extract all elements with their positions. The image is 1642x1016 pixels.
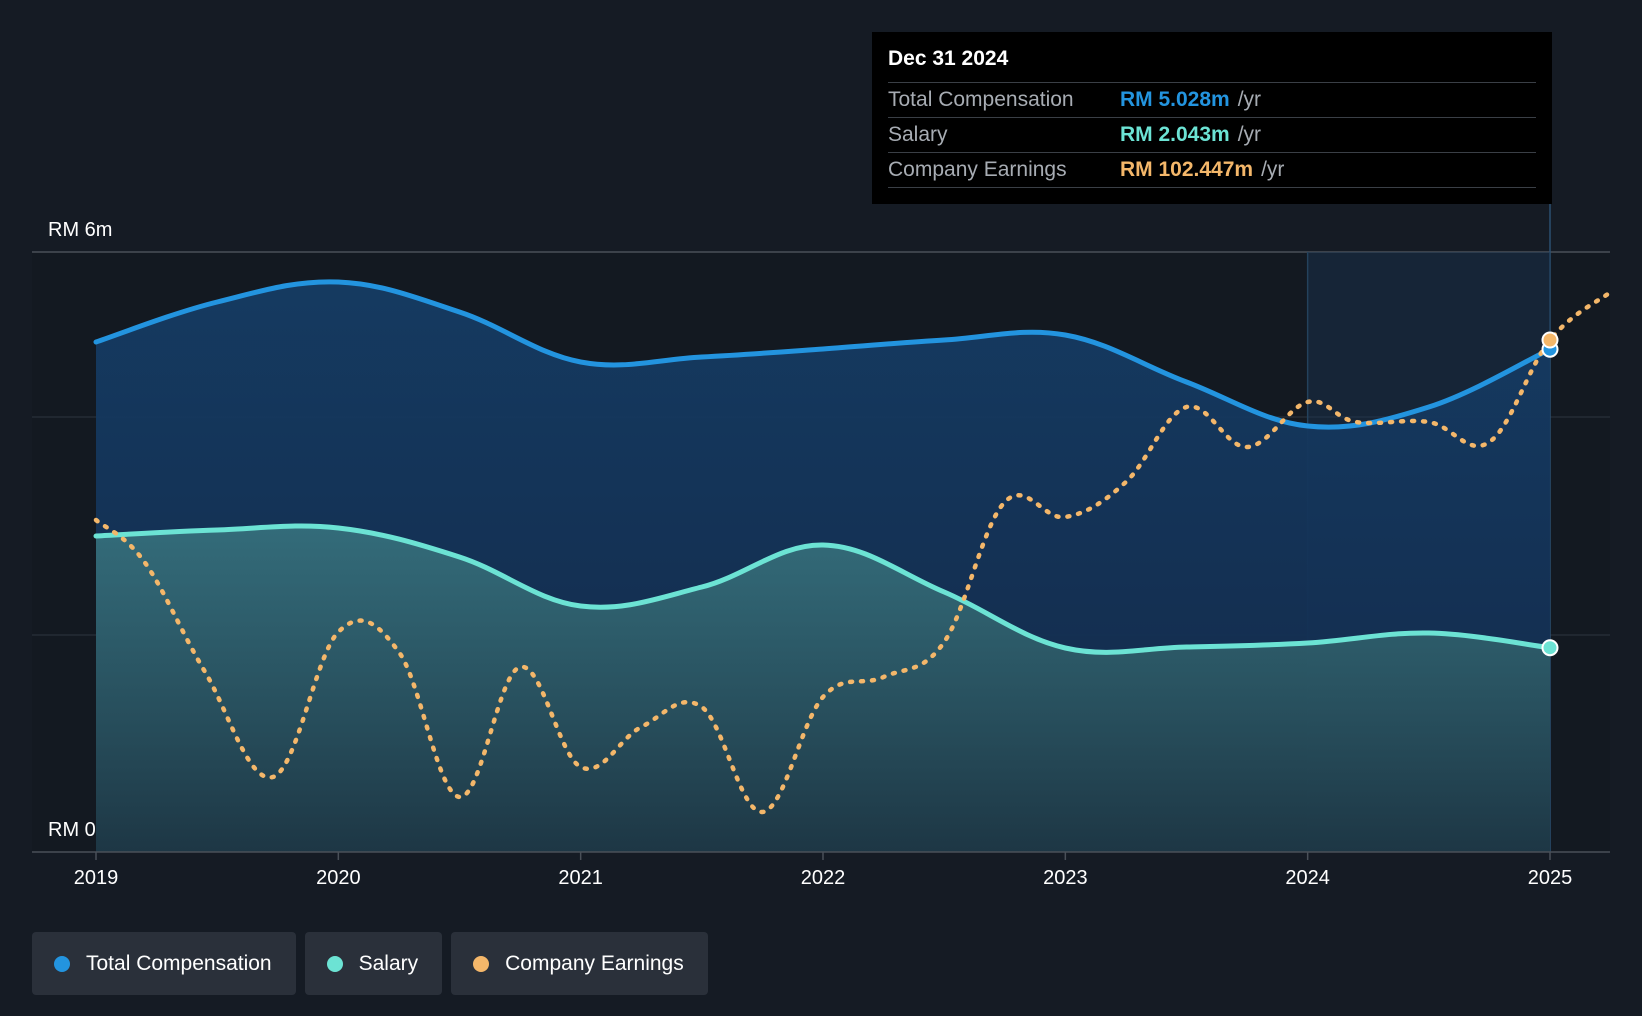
dot-icon xyxy=(326,955,343,972)
y-tick-label: RM 6m xyxy=(48,219,112,241)
tooltip-label: Company Earnings xyxy=(888,158,1067,181)
marker-salary xyxy=(1541,639,1559,657)
tooltip: Dec 31 2024 Total Compensation RM 5.028m… xyxy=(872,32,1552,204)
tooltip-value: RM 102.447m xyxy=(1120,158,1254,181)
legend-item-total-compensation[interactable]: Total Compensation xyxy=(32,932,296,995)
x-tick-label: 2025 xyxy=(1528,867,1573,889)
legend-item-company-earnings[interactable]: Company Earnings xyxy=(451,932,708,995)
x-axis: 2019 2020 2021 2022 2023 2024 2025 xyxy=(32,851,1610,889)
legend-label: Total Compensation xyxy=(86,951,272,975)
series-markers xyxy=(1541,331,1559,657)
line-company-earnings xyxy=(93,289,1613,815)
legend-label: Company Earnings xyxy=(505,951,684,975)
tooltip-row-total-compensation: Total Compensation RM 5.028m /yr xyxy=(888,83,1536,118)
dot-icon xyxy=(54,955,70,972)
dot-icon xyxy=(473,955,490,972)
legend-label: Salary xyxy=(358,951,419,975)
tooltip-unit: /yr xyxy=(1237,88,1262,111)
tooltip-label: Total Compensation xyxy=(888,88,1074,111)
tooltip-date: Dec 31 2024 xyxy=(888,46,1536,83)
x-tick-label: 2020 xyxy=(316,867,361,889)
y-tick-label: RM 0 xyxy=(48,819,96,841)
line-total-compensation xyxy=(93,279,1553,430)
tooltip-label: Salary xyxy=(888,123,948,146)
tooltip-unit: /yr xyxy=(1261,158,1285,181)
series-areas xyxy=(96,281,1550,852)
marker-company-earnings xyxy=(1541,331,1559,349)
legend: Total Compensation Salary Company Earnin… xyxy=(32,932,708,995)
legend-item-salary[interactable]: Salary xyxy=(304,932,443,995)
x-tick-label: 2021 xyxy=(558,867,603,889)
x-tick-label: 2023 xyxy=(1043,867,1088,889)
tooltip-value: RM 5.028m xyxy=(1120,88,1230,111)
x-tick-label: 2024 xyxy=(1285,867,1330,889)
series-lines xyxy=(93,279,1613,815)
y-axis: RM 6m RM 0 xyxy=(48,219,112,841)
x-tick-label: 2022 xyxy=(801,867,846,889)
x-tick-label: 2019 xyxy=(74,867,119,889)
line-salary xyxy=(93,523,1553,655)
tooltip-unit: /yr xyxy=(1237,123,1262,146)
area-salary xyxy=(96,526,1550,852)
tooltip-row-company-earnings: Company Earnings RM 102.447m /yr xyxy=(888,153,1536,188)
tooltip-row-salary: Salary RM 2.043m /yr xyxy=(888,118,1536,153)
tooltip-value: RM 2.043m xyxy=(1120,123,1230,146)
